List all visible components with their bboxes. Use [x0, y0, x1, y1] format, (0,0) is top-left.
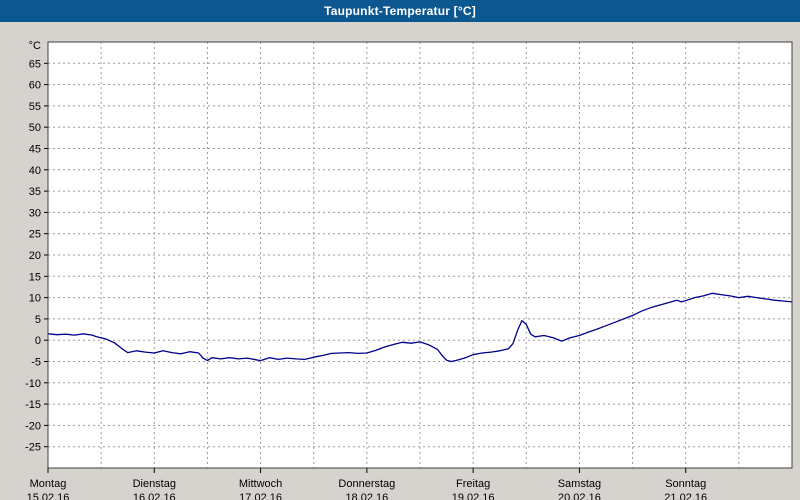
x-date-label: 15.02.16	[27, 492, 70, 500]
dewpoint-chart: 65 60 55 50 45 40 35 30 25 20 15 10 5 0 -5 -10 -15 -20 -25…	[0, 22, 800, 500]
x-date-label: 20.02.16	[558, 492, 601, 500]
y-tick-label: 65	[29, 58, 41, 70]
y-tick-label: -20	[25, 420, 41, 432]
tick-marks	[44, 62, 687, 473]
x-day-label: Mittwoch	[239, 478, 282, 490]
dewpoint-line	[47, 292, 793, 363]
y-tick-label: 35	[29, 186, 41, 198]
y-tick-label: 10	[29, 293, 41, 305]
chart-canvas: 65605550454035302520151050-5-10-15-20-25…	[0, 22, 800, 500]
x-date-label: 19.02.16	[452, 492, 495, 500]
title-bar: Taupunkt-Temperatur [°C]	[0, 0, 800, 22]
axis-labels: 65605550454035302520151050-5-10-15-20-25…	[25, 40, 707, 500]
gridlines	[48, 42, 792, 468]
y-tick-label: 60	[29, 80, 41, 92]
y-tick-label: -25	[25, 442, 41, 454]
y-tick-label: -10	[25, 378, 41, 390]
plot-border	[47, 41, 793, 469]
y-tick-label: -5	[31, 357, 41, 369]
y-tick-label: 0	[35, 335, 41, 347]
y-tick-label: 20	[29, 250, 41, 262]
x-date-label: 17.02.16	[239, 492, 282, 500]
x-date-label: 18.02.16	[345, 492, 388, 500]
chart-title: Taupunkt-Temperatur [°C]	[324, 4, 476, 18]
y-tick-label: 5	[35, 314, 41, 326]
x-date-label: 21.02.16	[664, 492, 707, 500]
x-day-label: Dienstag	[133, 478, 176, 490]
x-date-label: 16.02.16	[133, 492, 176, 500]
x-day-label: Montag	[30, 478, 67, 490]
y-tick-label: 55	[29, 101, 41, 113]
x-day-label: Donnerstag	[338, 478, 395, 490]
y-tick-label: 45	[29, 144, 41, 156]
y-tick-label: 30	[29, 207, 41, 219]
y-axis-unit: °C	[29, 40, 41, 52]
x-day-label: Samstag	[558, 478, 601, 490]
y-tick-label: -15	[25, 399, 41, 411]
y-tick-label: 25	[29, 229, 41, 241]
y-tick-label: 40	[29, 165, 41, 177]
y-tick-label: 50	[29, 122, 41, 134]
x-day-label: Freitag	[456, 478, 490, 490]
y-tick-label: 15	[29, 271, 41, 283]
x-day-label: Sonntag	[665, 478, 706, 490]
